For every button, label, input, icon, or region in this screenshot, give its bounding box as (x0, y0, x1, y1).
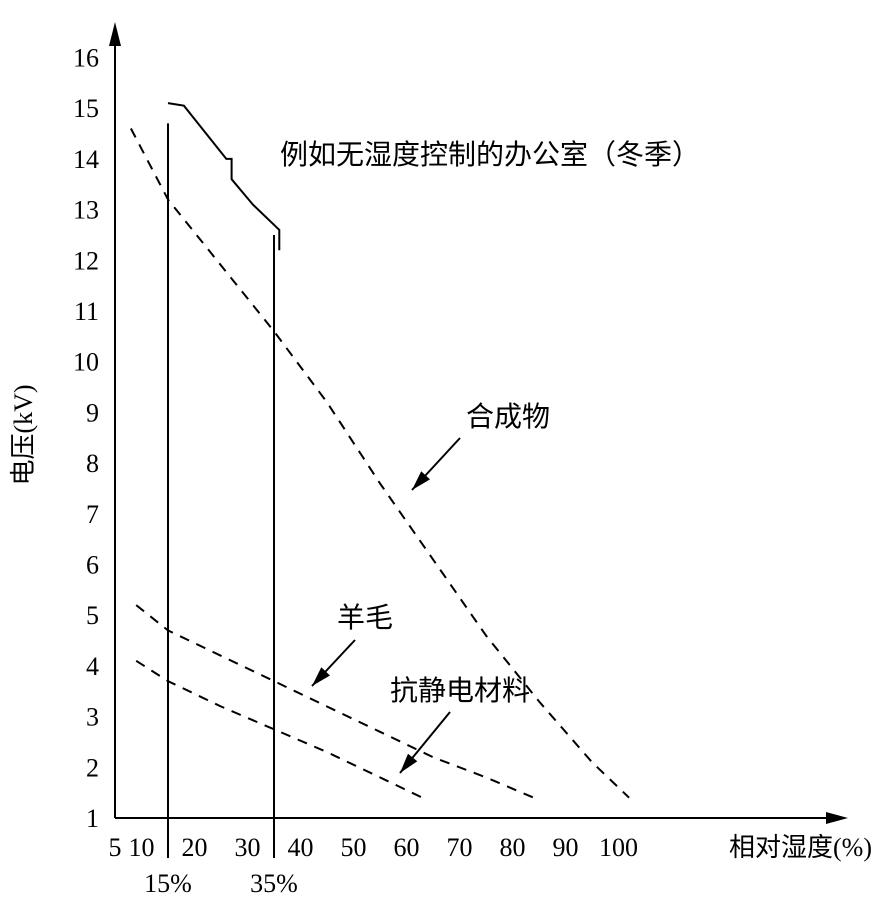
axes (109, 22, 848, 824)
series-group (130, 128, 630, 799)
y-axis-title: 电压(kV) (9, 384, 38, 485)
annotation-label: 合成物 (466, 400, 550, 433)
x-tick-label: 80 (500, 833, 526, 862)
x-tick-label: 30 (235, 833, 261, 862)
winter-office-band (167, 102, 281, 251)
y-tick-label: 3 (86, 703, 99, 732)
annotation-label: 羊毛 (337, 601, 393, 634)
y-tick-label: 6 (86, 551, 99, 580)
y-tick-label: 12 (73, 246, 99, 275)
y-tick-label: 1 (86, 804, 99, 833)
x-tick-label: 50 (341, 833, 367, 862)
y-tick-label: 5 (86, 601, 99, 630)
y-axis-arrowhead (109, 22, 121, 46)
series-line (135, 604, 535, 799)
x-axis-arrowhead (826, 812, 848, 824)
series-line (135, 659, 423, 799)
reference-lines: 15% 35% (144, 123, 298, 898)
y-tick-label: 9 (86, 398, 99, 427)
x-tick-label: 100 (599, 833, 638, 862)
x-tick-label: 70 (447, 833, 473, 862)
x-tick-label: 10 (129, 833, 155, 862)
x-axis-title: 相对湿度(%) (729, 833, 872, 862)
reference-line-label: 15% (144, 869, 192, 898)
y-tick-label: 10 (73, 348, 99, 377)
x-tick-label: 5 (109, 833, 122, 862)
x-tick-label: 90 (553, 833, 579, 862)
annotation-arrowhead (412, 471, 430, 490)
annotation-arrowhead (400, 753, 418, 773)
annotation-label: 抗静电材料 (390, 674, 530, 707)
y-tick-label: 8 (86, 449, 99, 478)
reference-line-label: 35% (250, 869, 298, 898)
x-tick-label: 20 (182, 833, 208, 862)
x-tick-label: 40 (288, 833, 314, 862)
series-line (130, 128, 630, 799)
y-tick-label: 11 (74, 297, 99, 326)
annotation-arrowhead (312, 667, 330, 686)
y-tick-label: 13 (73, 196, 99, 225)
y-tick-label: 15 (73, 94, 99, 123)
y-tick-label: 16 (73, 44, 99, 73)
y-tick-label: 4 (86, 652, 99, 681)
y-tick-label: 14 (73, 145, 99, 174)
x-tick-label: 60 (394, 833, 420, 862)
annotation-label: 例如无湿度控制的办公室（冬季） (280, 138, 700, 171)
y-tick-label: 2 (86, 753, 99, 782)
y-tick-label: 7 (86, 500, 99, 529)
x-tick-labels: 5 10 20 30 40 50 60 70 80 90 100 (109, 833, 639, 862)
winter-office-band-line (167, 102, 281, 251)
